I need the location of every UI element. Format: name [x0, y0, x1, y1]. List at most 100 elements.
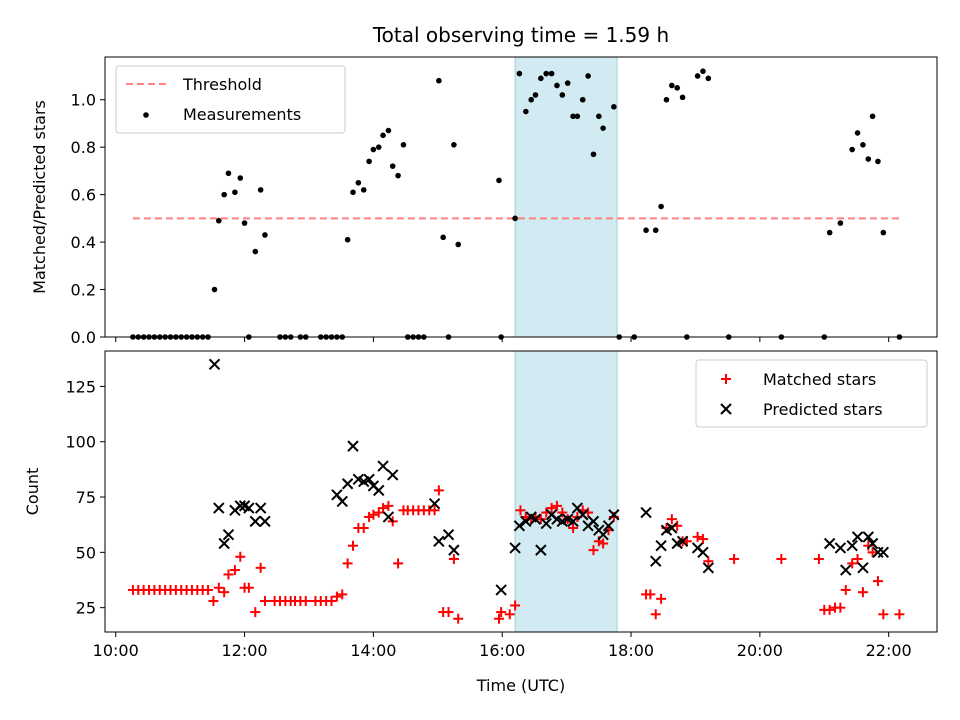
predicted-stars-point — [213, 502, 225, 514]
measurements-point — [380, 132, 386, 139]
matched-stars-point — [235, 551, 246, 562]
matched-stars-point — [368, 509, 379, 520]
predicted-stars-point — [676, 535, 689, 547]
measurements-point — [837, 220, 844, 226]
measurements-point — [237, 175, 244, 181]
matched-stars-point — [598, 538, 609, 549]
measurements-point — [590, 151, 597, 158]
y-tick-label: 0.6 — [71, 186, 96, 205]
highlight-span — [515, 57, 618, 337]
predicted-stars-point — [862, 531, 875, 543]
x-tick-label: 10:00 — [93, 641, 139, 660]
measurements-point — [548, 70, 555, 77]
predicted-stars-point — [602, 520, 615, 532]
matched-stars-point — [496, 607, 507, 618]
y-tick-label: 0.0 — [71, 328, 96, 347]
measurements-point — [211, 286, 218, 293]
matched-stars-point — [378, 503, 389, 514]
legend-entry-measurements: Measurements — [143, 105, 301, 124]
matched-stars-point — [852, 553, 863, 564]
predicted-stars-point — [529, 513, 542, 525]
x-tick-label: 22:00 — [866, 641, 912, 660]
matched-stars-point — [692, 531, 703, 542]
predicted-stars-point — [208, 358, 221, 370]
measurements-point — [574, 113, 581, 120]
measurements-point — [395, 172, 401, 179]
predicted-stars-point — [587, 515, 600, 528]
matched-stars-point — [776, 553, 787, 564]
measurements-point — [700, 68, 706, 75]
measurements-point — [516, 70, 523, 77]
matched-stars-point — [515, 505, 526, 516]
matched-stars-point — [546, 503, 557, 514]
matched-stars-point — [557, 507, 568, 518]
measurements-point — [225, 170, 232, 177]
legend-box — [695, 359, 928, 428]
matched-stars-point — [243, 582, 254, 593]
measurements-point — [257, 187, 264, 193]
legend-label-measurements: Measurements — [183, 105, 301, 124]
predicted-stars-point — [567, 515, 579, 528]
predicted-stars-point — [823, 537, 836, 550]
measurements-point — [865, 156, 872, 162]
matched-stars-point — [300, 596, 311, 607]
measurements-point — [579, 96, 586, 103]
predicted-stars-point — [540, 517, 552, 530]
measurements-point — [523, 108, 529, 115]
predicted-stars-point — [513, 520, 526, 532]
measurements-point — [532, 92, 539, 98]
predicted-stars-point — [341, 478, 354, 490]
matched-stars-point — [840, 584, 851, 595]
matched-stars-point — [493, 613, 504, 624]
matched-stars-point — [867, 547, 878, 558]
predicted-stars-point — [259, 515, 271, 528]
predicted-stars-point — [840, 564, 852, 576]
measurements-point — [596, 113, 602, 120]
measurements-point — [370, 146, 377, 153]
y-axis-label: Matched/Predicted stars — [30, 100, 49, 294]
matched-stars-point — [697, 534, 708, 545]
predicted-stars-point — [877, 546, 890, 559]
measurements-point — [875, 158, 881, 165]
measurements-point — [355, 179, 362, 186]
predicted-stars-point — [243, 502, 255, 514]
y-tick-label: 25 — [76, 599, 96, 618]
measurements-point — [451, 141, 457, 148]
matched-stars-point — [259, 596, 270, 607]
matched-stars-point — [650, 609, 661, 620]
matched-stars-point — [250, 607, 261, 618]
x-tick-label: 20:00 — [737, 641, 783, 660]
matched-stars-point — [656, 593, 667, 604]
predicted-stars-point — [608, 509, 620, 521]
highlight-span — [515, 351, 618, 632]
predicted-stars-point — [650, 555, 662, 567]
measurements-point — [538, 75, 544, 82]
measurements-point — [849, 146, 855, 153]
predicted-stars-point — [577, 509, 589, 521]
legend-swatch-predicted — [720, 403, 732, 415]
measurements-point — [455, 241, 461, 248]
measurements-point — [854, 130, 861, 136]
matched-stars-point — [223, 569, 234, 580]
predicted-stars-point — [428, 497, 441, 510]
measurements-point — [585, 73, 591, 79]
matched-stars-point — [894, 609, 905, 620]
predicted-stars-point — [597, 528, 609, 541]
matched-stars-point — [703, 556, 714, 567]
measurements-point — [512, 215, 518, 222]
matched-stars-point — [429, 505, 440, 516]
predicted-stars-point — [363, 473, 375, 486]
predicted-stars-point — [834, 542, 847, 554]
measurements-point — [600, 125, 606, 131]
measurements-point — [350, 189, 356, 196]
x-tick-label: 12:00 — [222, 641, 268, 660]
legend-label-threshold: Threshold — [182, 75, 262, 94]
measurements-point — [564, 80, 571, 86]
legend: Matched stars Predicted stars — [695, 359, 928, 428]
measurements-point — [543, 70, 550, 77]
predicted-stars-point — [866, 537, 879, 550]
matched-stars-point — [510, 600, 521, 611]
legend-entry-matched: Matched stars — [721, 370, 876, 389]
matched-stars-point — [878, 609, 889, 620]
matched-stars-point — [326, 596, 337, 607]
